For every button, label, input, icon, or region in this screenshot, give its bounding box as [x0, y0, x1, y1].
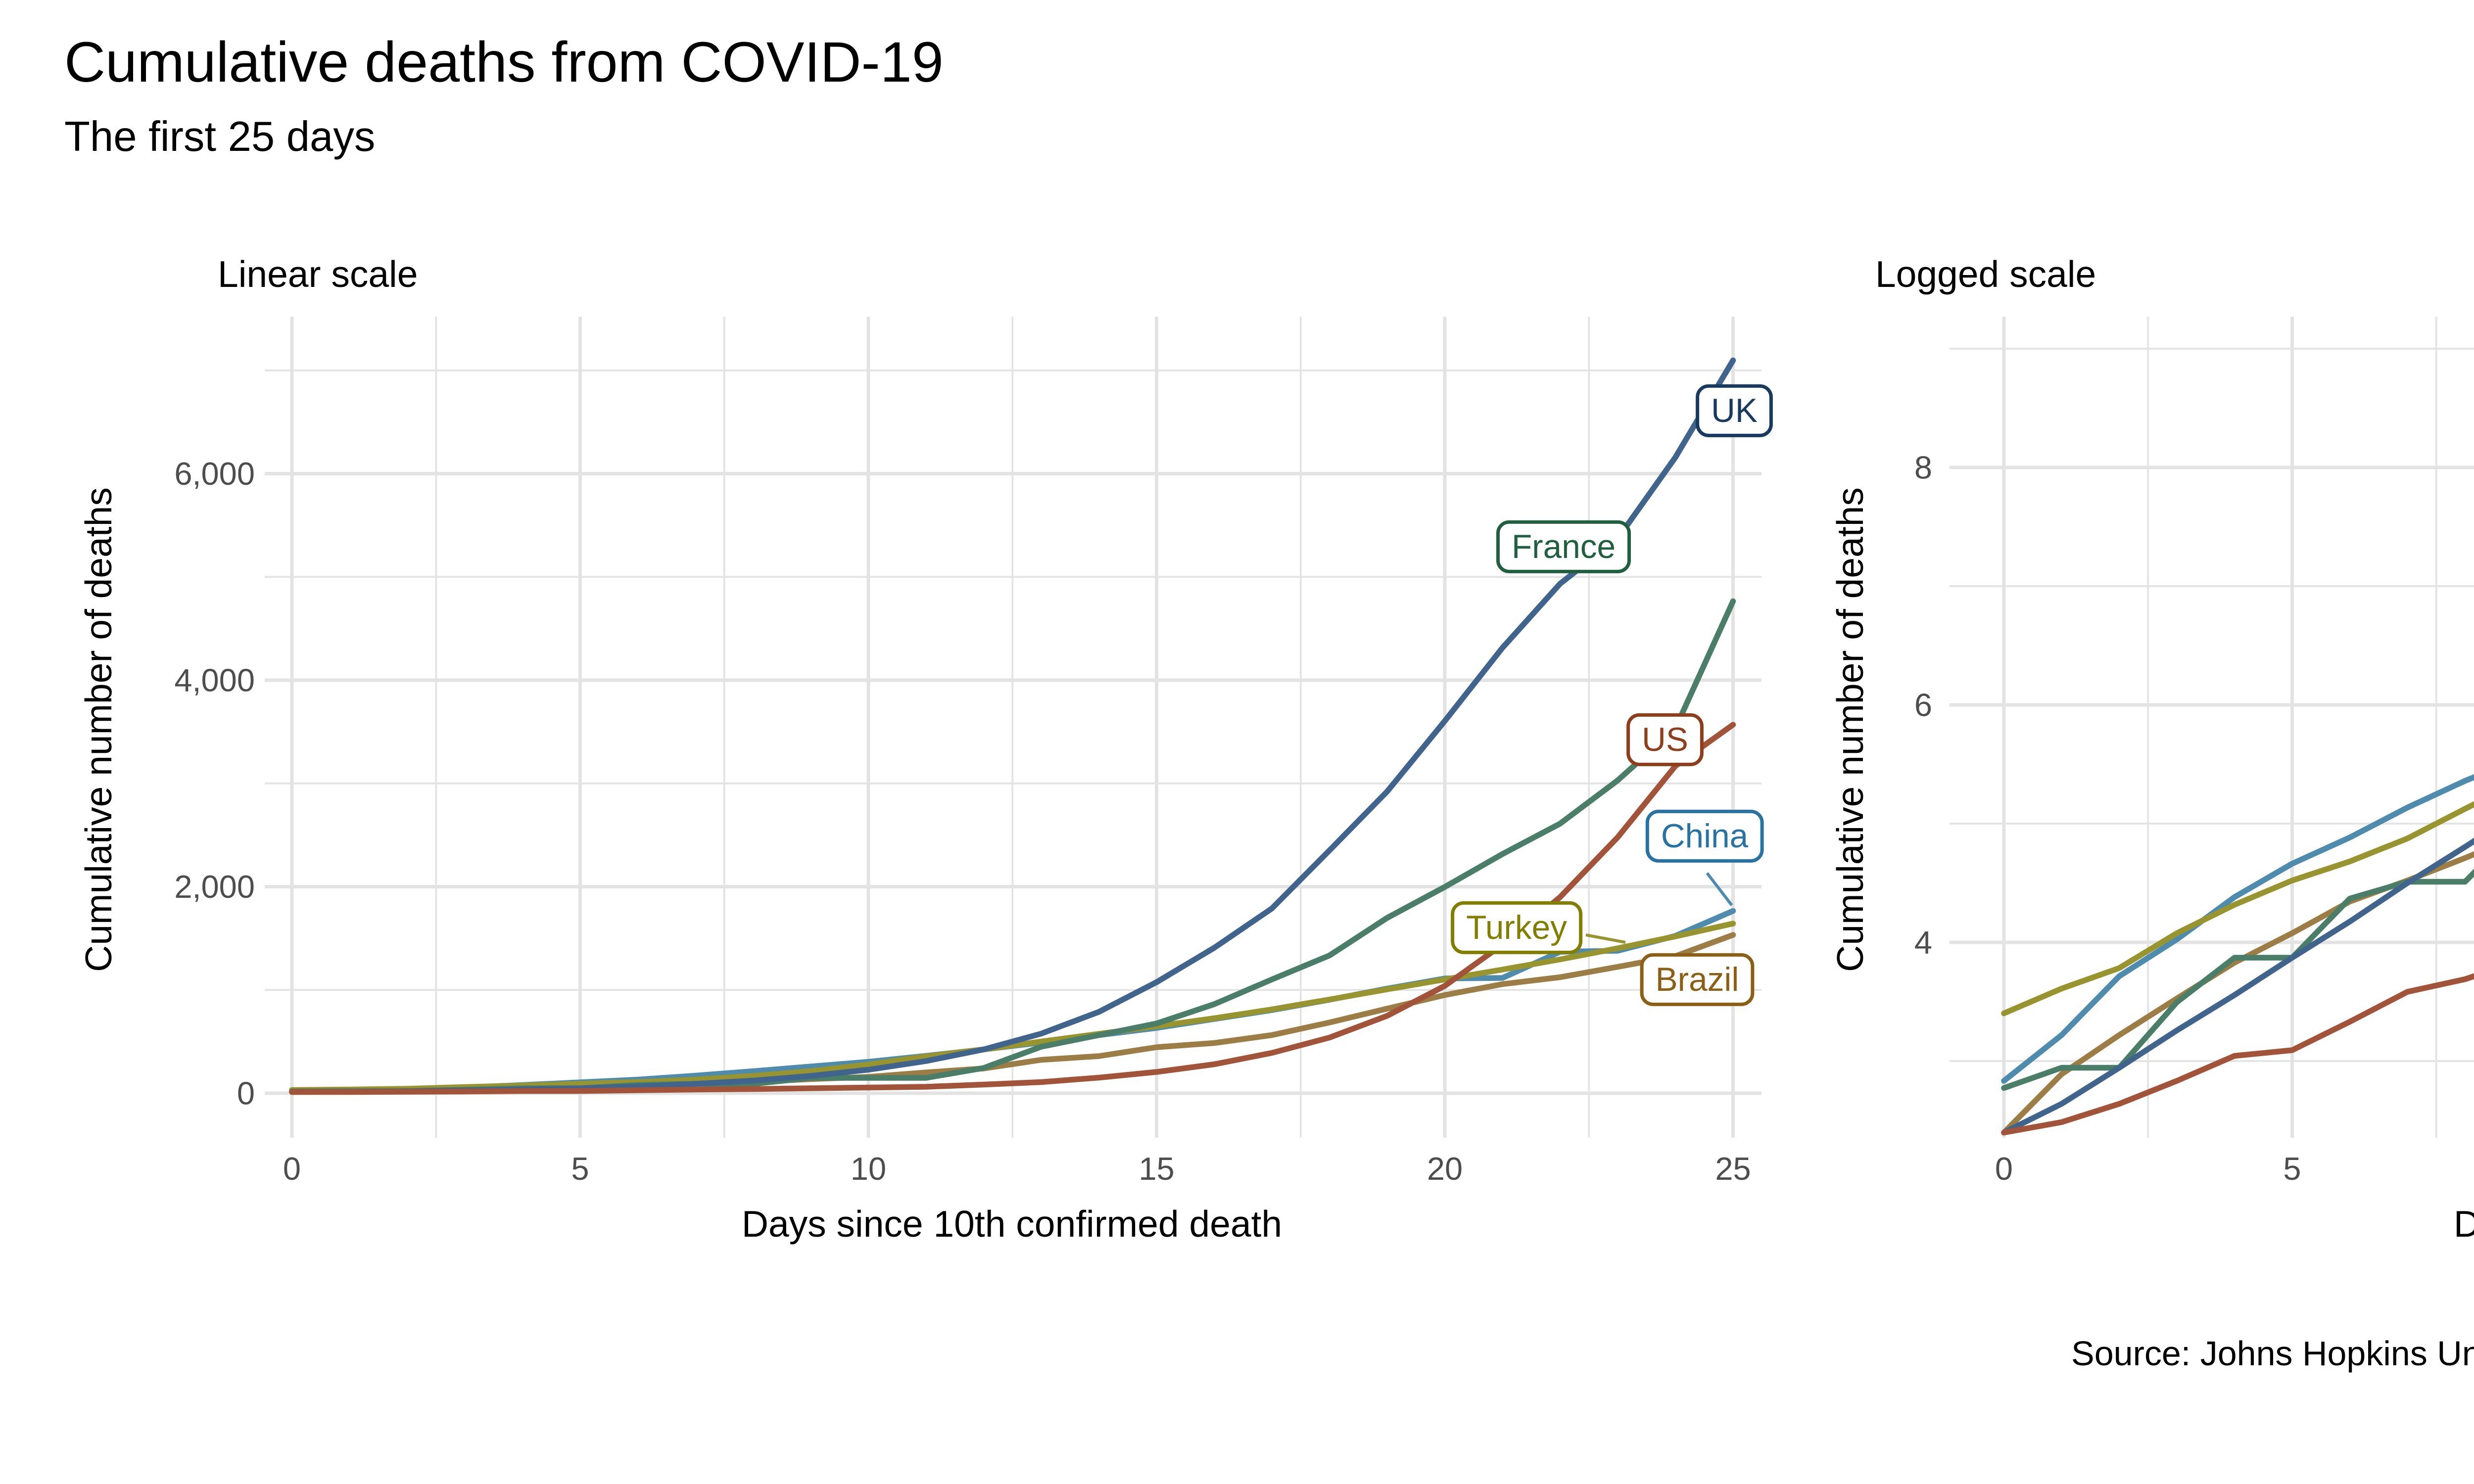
caption-line-rpackage: R package: coronavirus (https://ramikris…	[2071, 1382, 2474, 1435]
x-tick-label: 5	[2283, 1151, 2301, 1187]
page-subtitle: The first 25 days	[64, 114, 376, 161]
linear-country-labels: UK France US China Turkey Brazil	[1451, 384, 1773, 1006]
panel-title-logged: Logged scale	[1875, 255, 2096, 297]
country-label-uk-linear: UK	[1696, 384, 1773, 437]
series-line-uk-logged	[2001, 837, 2474, 1136]
x-tick-label: 0	[283, 1151, 301, 1187]
x-axis-title-linear: Days since 10th confirmed death	[741, 1205, 1283, 1247]
series-line-us-logged	[2001, 973, 2474, 1136]
series-line-china-logged	[2001, 774, 2474, 1084]
logged-tick-labels: 0510152025468	[1914, 450, 2301, 1187]
x-tick-label: 10	[851, 1151, 886, 1187]
linear-tick-labels: 0 5 10 15 20 25 0 2,000 4,000 6,000	[174, 456, 1751, 1187]
country-label-text: China	[1661, 818, 1749, 855]
x-tick-label: 20	[1427, 1151, 1463, 1187]
caption-line-source: Source: Johns Hopkins University Center …	[2071, 1333, 2474, 1373]
country-label-us-linear: US	[1626, 713, 1704, 766]
y-tick-label: 0	[237, 1075, 255, 1112]
country-label-box	[1626, 713, 1704, 766]
y-tick-label: 4,000	[174, 662, 255, 698]
y-tick-label: 6	[1914, 687, 1932, 723]
country-label-france-linear: France	[1496, 520, 1631, 573]
y-tick-label: 6,000	[174, 456, 255, 492]
x-tick-label: 5	[571, 1151, 589, 1187]
country-label-text: Brazil	[1656, 961, 1739, 998]
logged-gridlines	[1950, 317, 2474, 1138]
country-label-box	[1696, 384, 1773, 437]
country-label-box	[1645, 809, 1764, 863]
label-leader-turkey-linear	[1585, 933, 1626, 944]
y-tick-label: 8	[1914, 450, 1932, 486]
y-tick-label: 4	[1914, 925, 1932, 961]
logged-series-lines	[2001, 774, 2474, 1136]
series-line-turkey-linear	[289, 921, 1736, 1093]
country-label-box	[1451, 901, 1583, 954]
source-caption: Source: Johns Hopkins University Center …	[2071, 1328, 2474, 1436]
x-tick-label: 15	[1139, 1151, 1174, 1187]
y-tick-label: 2,000	[174, 869, 255, 905]
country-label-text: UK	[1711, 392, 1758, 429]
x-tick-label: 0	[1995, 1151, 2013, 1187]
series-line-turkey-logged	[2001, 801, 2474, 1017]
country-label-turkey-linear: Turkey	[1451, 901, 1583, 954]
label-leader-china-linear	[1706, 872, 1733, 906]
series-line-france-logged	[2001, 868, 2474, 1091]
x-tick-label: 25	[1715, 1151, 1751, 1187]
country-label-box	[1496, 520, 1631, 573]
x-axis-title-logged: Days since 10th confirmed death	[2001, 1205, 2474, 1247]
linear-gridlines	[265, 317, 1761, 1138]
country-label-brazil-linear: Brazil	[1640, 953, 1755, 1006]
linear-label-leaders	[1585, 872, 1733, 944]
country-label-china-linear: China	[1645, 809, 1764, 863]
country-label-text: Turkey	[1466, 909, 1567, 946]
panel-title-linear: Linear scale	[218, 255, 418, 297]
country-label-text: France	[1512, 528, 1616, 565]
page-title: Cumulative deaths from COVID-19	[64, 30, 944, 94]
country-label-box	[1640, 953, 1755, 1006]
country-label-text: US	[1642, 721, 1688, 758]
